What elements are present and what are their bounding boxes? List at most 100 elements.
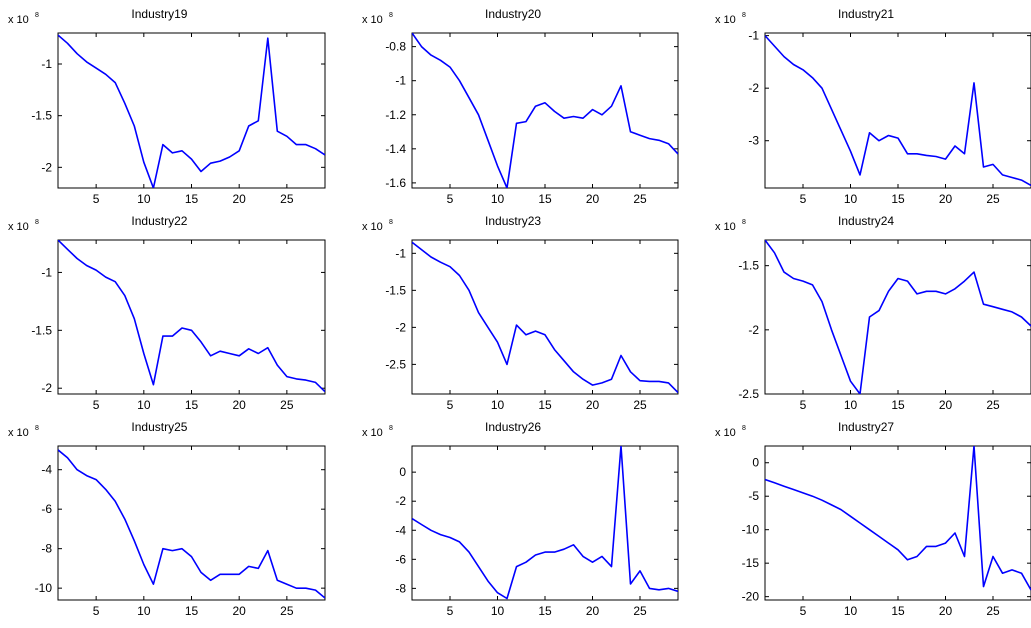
x-tick-label: 10 — [137, 604, 151, 618]
x-tick-label: 20 — [939, 604, 953, 618]
y-tick-label: -1 — [748, 29, 759, 43]
x-tick-label: 5 — [800, 398, 807, 412]
y-exponent-label: x 10 — [8, 221, 29, 233]
y-tick-label: -2 — [395, 494, 406, 508]
x-tick-label: 20 — [586, 192, 600, 206]
x-tick-label: 15 — [185, 604, 199, 618]
y-tick-label: -1 — [41, 265, 52, 279]
x-tick-label: 25 — [633, 604, 647, 618]
x-tick-label: 15 — [185, 192, 199, 206]
axes-box — [411, 239, 679, 395]
axes-box — [411, 32, 679, 189]
x-tick-label: 5 — [800, 604, 807, 618]
y-tick-label: 0 — [752, 456, 759, 470]
x-tick-label: 20 — [586, 604, 600, 618]
series-line — [412, 33, 678, 188]
x-tick-label: 20 — [586, 398, 600, 412]
x-tick-label: 10 — [137, 398, 151, 412]
subplot-industry23: 5 10 15 20 25 -2.5 -2 -1.5 -1 x 10 8 Industry23 — [362, 214, 679, 412]
y-exponent-power: 8 — [389, 219, 393, 226]
subplot-industry19: 5 10 15 20 25 -2 -1.5 -1 x 10 8 Industry19 — [8, 7, 326, 206]
y-tick-label: -6 — [41, 502, 52, 516]
x-tick-label: 25 — [280, 604, 294, 618]
x-tick-label: 5 — [93, 192, 100, 206]
y-tick-label: -2.5 — [738, 387, 759, 401]
y-exponent-label: x 10 — [362, 14, 383, 26]
x-tick-label: 10 — [844, 398, 858, 412]
y-tick-label: -4 — [395, 523, 406, 537]
subplot-title: Industry22 — [131, 214, 187, 228]
x-tick-label: 5 — [447, 604, 454, 618]
axes-box — [764, 445, 1031, 601]
y-tick-label: -1.5 — [385, 283, 406, 297]
x-tick-label: 15 — [185, 398, 199, 412]
y-tick-label: -2.5 — [385, 357, 406, 371]
subplot-title: Industry27 — [838, 420, 894, 434]
y-tick-label: -4 — [41, 463, 52, 477]
y-exponent-power: 8 — [742, 219, 746, 226]
y-exponent-label: x 10 — [8, 427, 29, 439]
y-exponent-power: 8 — [35, 219, 39, 226]
x-tick-label: 5 — [447, 398, 454, 412]
y-tick-label: 0 — [399, 465, 406, 479]
subplot-title: Industry21 — [838, 7, 894, 21]
y-exponent-power: 8 — [742, 425, 746, 432]
x-tick-label: 10 — [844, 192, 858, 206]
x-tick-label: 15 — [891, 604, 905, 618]
x-tick-label: 25 — [280, 192, 294, 206]
series-line — [765, 446, 1031, 591]
series-line — [58, 240, 325, 393]
y-tick-label: -1 — [41, 57, 52, 71]
x-tick-label: 5 — [447, 192, 454, 206]
y-tick-label: -1.5 — [31, 323, 52, 337]
axes-box — [57, 32, 326, 189]
subplot-title: Industry26 — [485, 420, 541, 434]
x-tick-label: 10 — [844, 604, 858, 618]
y-exponent-label: x 10 — [715, 14, 736, 26]
subplot-title: Industry20 — [485, 7, 541, 21]
y-tick-label: -10 — [742, 523, 760, 537]
y-tick-label: -3 — [748, 134, 759, 148]
series-line — [412, 446, 678, 600]
x-tick-label: 25 — [986, 604, 1000, 618]
y-tick-label: -20 — [742, 590, 760, 604]
y-exponent-power: 8 — [742, 12, 746, 19]
x-tick-label: 5 — [93, 604, 100, 618]
y-exponent-power: 8 — [35, 12, 39, 19]
y-tick-label: -1.2 — [385, 108, 406, 122]
subplot-industry22: 5 10 15 20 25 -2 -1.5 -1 x 10 8 Industry22 — [8, 214, 326, 412]
subplot-industry25: 5 10 15 20 25 -10 -8 -6 -4 x 10 8 Industry25 — [8, 420, 326, 618]
subplot-industry21: 5 10 15 20 25 -3 -2 -1 x 10 8 Industry21 — [715, 7, 1031, 206]
axes-box — [411, 445, 679, 601]
x-tick-label: 15 — [891, 398, 905, 412]
y-tick-label: -0.8 — [385, 40, 406, 54]
x-tick-label: 5 — [800, 192, 807, 206]
y-tick-label: -1 — [395, 246, 406, 260]
series-line — [412, 241, 678, 394]
y-exponent-label: x 10 — [715, 427, 736, 439]
y-exponent-power: 8 — [389, 425, 393, 432]
y-exponent-label: x 10 — [362, 427, 383, 439]
y-tick-label: -2 — [395, 320, 406, 334]
axes-box — [57, 445, 326, 601]
x-tick-label: 20 — [232, 604, 246, 618]
x-tick-label: 10 — [491, 398, 505, 412]
x-tick-label: 25 — [280, 398, 294, 412]
x-tick-label: 25 — [633, 192, 647, 206]
subplot-industry24: 5 10 15 20 25 -2.5 -2 -1.5 x 10 8 Industry24 — [715, 214, 1031, 412]
series-line — [765, 240, 1031, 394]
series-line — [58, 449, 325, 599]
y-tick-label: -1.5 — [31, 109, 52, 123]
series-line — [765, 35, 1031, 187]
y-tick-label: -2 — [748, 81, 759, 95]
x-tick-label: 10 — [491, 604, 505, 618]
subplot-industry26: 5 10 15 20 25 -8 -6 -4 -2 0 x 10 8 Industry26 — [362, 420, 679, 618]
x-tick-label: 25 — [633, 398, 647, 412]
x-tick-label: 15 — [891, 192, 905, 206]
y-tick-label: -2 — [41, 381, 52, 395]
y-tick-label: -5 — [748, 489, 759, 503]
y-tick-label: -1.4 — [385, 142, 406, 156]
y-exponent-power: 8 — [35, 425, 39, 432]
x-tick-label: 5 — [93, 398, 100, 412]
